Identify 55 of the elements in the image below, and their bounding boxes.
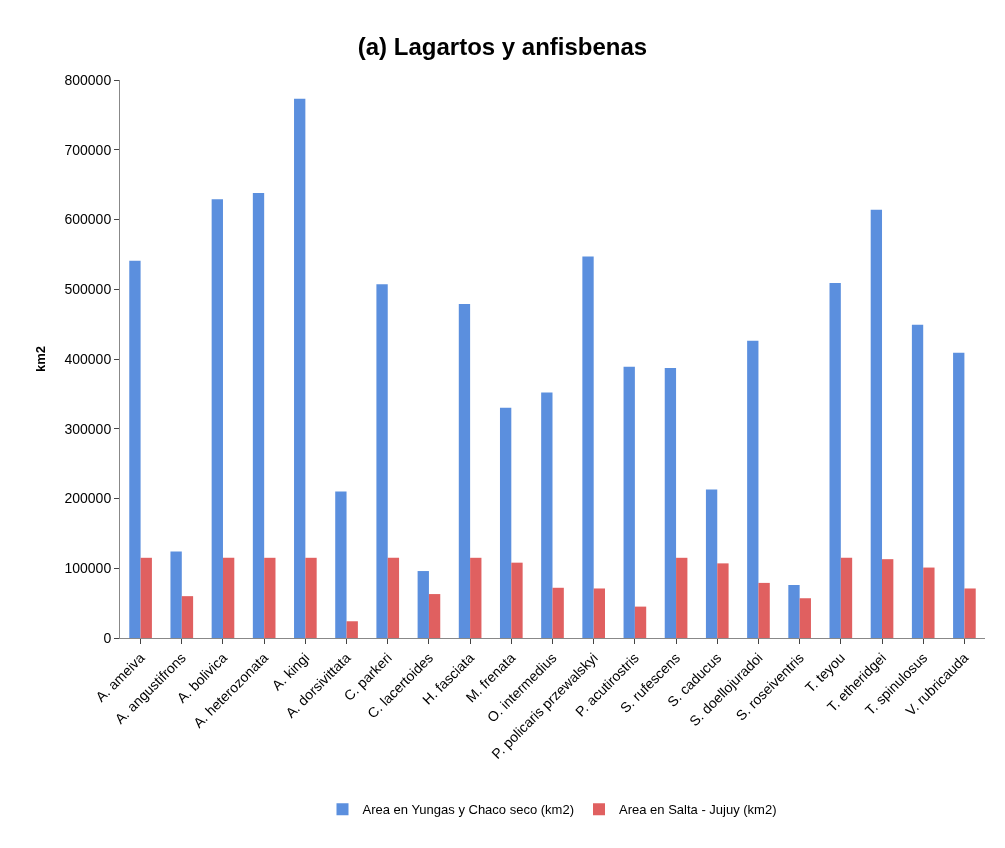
y-tick-label: 400000 [64, 350, 112, 367]
bar [882, 559, 894, 638]
bar [593, 588, 606, 638]
bar [264, 557, 276, 638]
y-tick-label: 600000 [64, 211, 112, 228]
bar [376, 284, 388, 638]
bar [211, 199, 223, 638]
bar [829, 282, 841, 638]
bar [664, 368, 677, 638]
bar [799, 598, 811, 638]
bar [305, 557, 317, 638]
bar [129, 260, 141, 638]
bar [582, 256, 594, 638]
bar [346, 621, 358, 638]
bar [964, 588, 976, 638]
bar [222, 557, 235, 638]
legend-label: Area en Yungas y Chaco seco (km2) [362, 802, 574, 818]
bar [552, 587, 564, 638]
bar [428, 594, 441, 638]
bar [335, 491, 347, 638]
bar [417, 571, 429, 638]
bar [499, 407, 512, 638]
bar [911, 324, 924, 638]
bar [170, 551, 182, 638]
y-tick-label: 0 [103, 629, 112, 646]
bar [717, 563, 729, 638]
bar [923, 567, 935, 638]
bar [634, 606, 647, 638]
bar [840, 557, 853, 638]
y-tick-label: 700000 [64, 141, 112, 158]
y-tick-label: 300000 [64, 420, 112, 437]
y-tick-label: 800000 [64, 71, 112, 88]
bar [181, 596, 194, 638]
bar [953, 352, 965, 638]
bar [541, 392, 553, 638]
y-tick-label: 200000 [64, 490, 112, 507]
bar [676, 557, 688, 638]
bar [252, 193, 265, 638]
bar [870, 209, 883, 638]
bar [788, 584, 800, 638]
bar [705, 489, 718, 638]
bar [140, 557, 152, 638]
chart-title: (a) Lagartos y anfisbenas [357, 32, 648, 60]
legend-label: Area en Salta - Jujuy (km2) [619, 802, 777, 818]
bar [470, 557, 482, 638]
bar [623, 366, 635, 638]
bar [387, 557, 400, 638]
y-tick-label: 500000 [64, 281, 112, 298]
bar [458, 303, 471, 638]
y-axis-title: km2 [33, 345, 49, 373]
bar [758, 582, 770, 638]
bar [747, 340, 759, 638]
bar [294, 98, 306, 638]
bar [511, 562, 523, 638]
y-tick-label: 100000 [64, 560, 112, 577]
